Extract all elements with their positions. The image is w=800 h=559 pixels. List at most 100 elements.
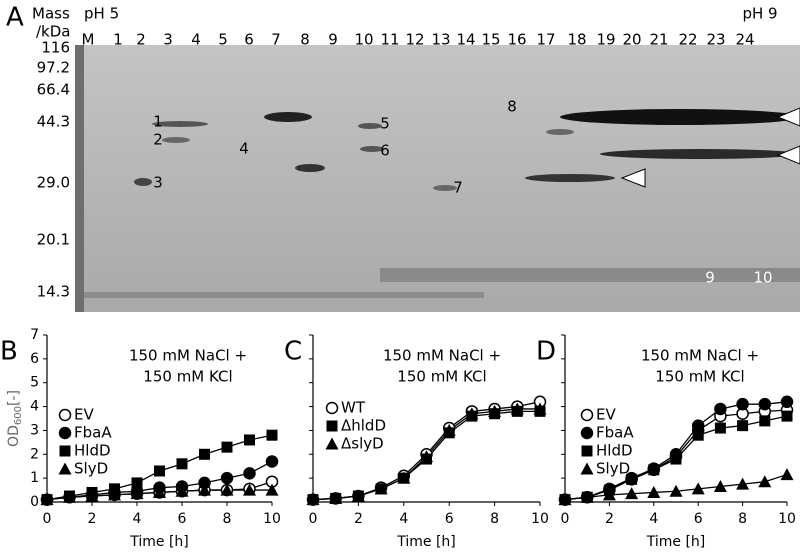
lane-label: 3	[163, 31, 173, 49]
legend-label: ΔhldD	[341, 417, 386, 435]
mass-marker: 97.2	[37, 59, 70, 77]
legend-marker	[580, 462, 594, 475]
legend-label: FbaA	[596, 424, 634, 442]
marker	[758, 475, 772, 488]
band-label: 4	[239, 140, 249, 158]
marker	[220, 483, 234, 496]
marker	[442, 423, 456, 436]
lane-label: 11	[380, 31, 399, 49]
marker	[713, 479, 727, 492]
legend-marker	[325, 401, 339, 415]
marker	[265, 483, 279, 496]
x-tick-label: 6	[445, 511, 454, 527]
lane-label: 23	[706, 31, 725, 49]
marker	[737, 420, 749, 432]
annotation: 150 mM KCl	[655, 368, 744, 386]
band-label: 7	[453, 179, 463, 197]
band-label: 5	[380, 115, 390, 133]
marker	[533, 402, 547, 415]
panel-label: D	[536, 337, 556, 367]
lane-label: 22	[678, 31, 697, 49]
annotation: 150 mM NaCl +	[383, 347, 501, 365]
lane-label: 5	[218, 31, 228, 49]
panel-label: A	[6, 3, 24, 33]
band-label: 8	[507, 98, 517, 116]
legend-marker	[58, 462, 72, 475]
lane-label: 20	[622, 31, 641, 49]
x-tick-label: 8	[490, 511, 499, 527]
lane-label: 1	[113, 31, 123, 49]
marker	[692, 429, 704, 441]
lane-label: 16	[507, 31, 526, 49]
y-tick-label: 5	[30, 375, 39, 391]
mass-marker: 29.0	[37, 174, 70, 192]
marker	[351, 489, 365, 502]
legend-label: HldD	[596, 442, 633, 460]
mass-header: Mass	[32, 5, 70, 23]
lane-label: 14	[456, 31, 475, 49]
marker	[781, 410, 793, 422]
legend-label: SlyD	[74, 460, 108, 478]
x-tick-label: 2	[605, 511, 614, 527]
lane-label: M	[82, 31, 95, 49]
legend-label: WT	[341, 399, 366, 417]
legend-marker	[325, 437, 339, 450]
annotation: 150 mM KCl	[143, 368, 232, 386]
x-tick-label: 6	[694, 511, 703, 527]
marker	[220, 471, 234, 485]
band-label: 10	[753, 269, 772, 287]
lane-label: 24	[735, 31, 754, 49]
mass-marker: 20.1	[37, 231, 70, 249]
x-axis-label: Time [h]	[129, 534, 189, 550]
marker	[780, 468, 794, 481]
x-tick-label: 0	[43, 511, 52, 527]
marker	[397, 471, 411, 484]
legend-marker	[326, 420, 338, 432]
band-label: 9	[705, 269, 715, 287]
y-axis-label-part: [-]	[6, 390, 22, 406]
marker	[266, 429, 278, 441]
lane-label: 8	[300, 31, 310, 49]
legend-marker	[58, 426, 72, 440]
legend-label: EV	[74, 406, 94, 424]
y-axis-label-part: OD	[6, 425, 22, 447]
y-tick-label: 2	[30, 446, 39, 462]
marker	[580, 490, 594, 503]
legend-label: FbaA	[74, 424, 112, 442]
annotation: 150 mM NaCl +	[129, 347, 247, 365]
ph-right: pH 9	[742, 5, 777, 23]
x-tick-label: 10	[778, 511, 796, 527]
marker	[558, 493, 572, 506]
marker	[221, 441, 233, 453]
y-tick-label: 7	[30, 327, 39, 343]
panel-label: B	[0, 337, 18, 367]
marker	[488, 404, 502, 417]
marker	[691, 419, 705, 432]
marker	[714, 422, 726, 434]
x-tick-label: 8	[738, 511, 747, 527]
legend-label: EV	[596, 406, 616, 424]
x-tick-label: 4	[133, 511, 142, 527]
marker	[648, 464, 660, 476]
x-tick-label: 2	[354, 511, 363, 527]
x-tick-label: 8	[223, 511, 232, 527]
x-axis-label: Time [h]	[396, 534, 456, 550]
marker	[306, 493, 320, 506]
mass-marker: 44.3	[37, 113, 70, 131]
marker	[108, 488, 121, 501]
marker	[647, 485, 661, 498]
marker	[714, 402, 727, 416]
y-tick-label: 6	[30, 351, 39, 367]
band-label: 1	[153, 113, 163, 131]
legend-marker	[58, 408, 72, 422]
marker	[420, 450, 433, 463]
x-tick-label: 6	[178, 511, 187, 527]
marker	[176, 458, 188, 470]
x-tick-label: 10	[263, 511, 281, 527]
marker	[669, 484, 683, 497]
mass-marker: 116	[41, 39, 70, 57]
x-tick-label: 4	[649, 511, 658, 527]
x-tick-label: 0	[309, 511, 318, 527]
panel-label: C	[284, 337, 302, 367]
marker	[198, 483, 211, 496]
